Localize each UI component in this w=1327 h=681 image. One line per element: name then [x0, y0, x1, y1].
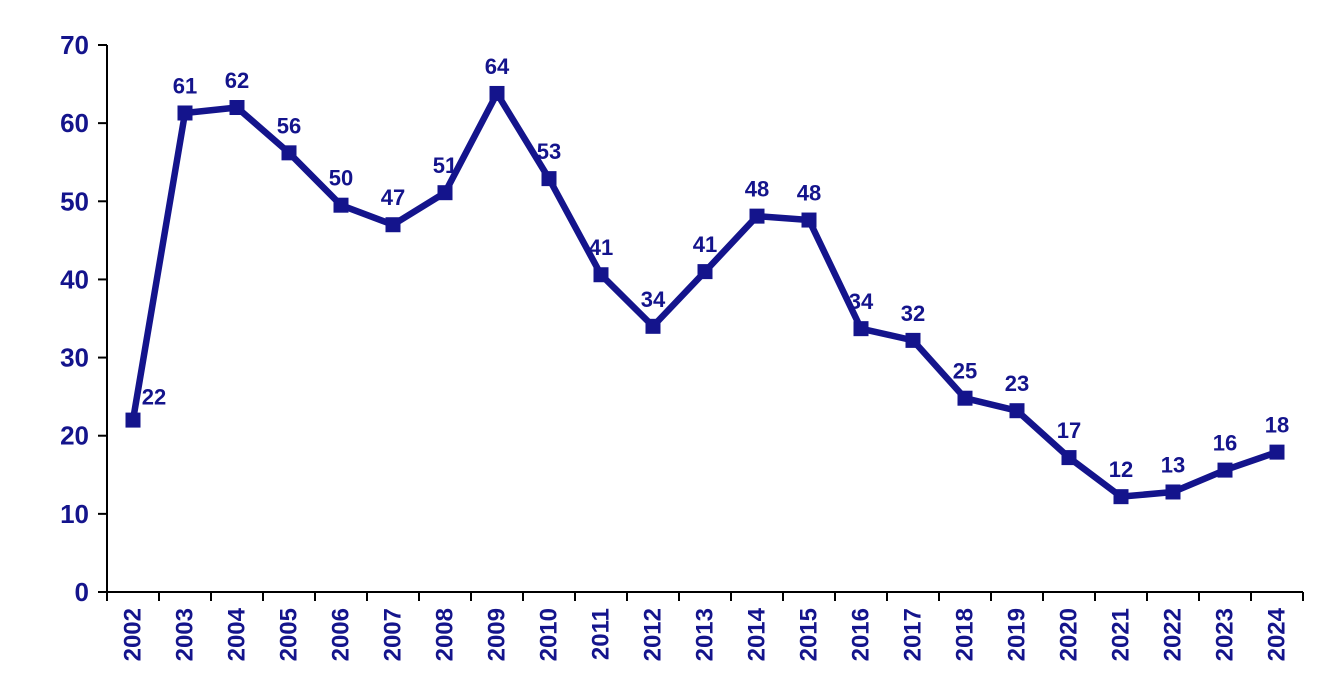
- x-tick-label: 2007: [380, 608, 407, 661]
- series-line: [129, 90, 1281, 500]
- x-tick-label: 2002: [120, 608, 147, 661]
- data-point-label: 17: [1057, 418, 1081, 443]
- x-tick-label: 2016: [848, 608, 875, 661]
- x-tick-label: 2020: [1056, 608, 1083, 661]
- x-tick-label: 2004: [224, 607, 251, 661]
- data-point-label: 41: [693, 232, 717, 257]
- x-tick-label: 2010: [536, 608, 563, 661]
- y-tick-label: 30: [60, 343, 89, 373]
- data-point-label: 34: [641, 287, 666, 312]
- data-point-marker: [1009, 403, 1025, 419]
- data-point-label: 22: [142, 385, 166, 410]
- y-tick-label: 70: [60, 30, 89, 60]
- data-point-marker: [333, 197, 349, 213]
- data-point-marker: [749, 208, 765, 224]
- data-point-label: 48: [797, 181, 821, 206]
- data-point-marker: [177, 105, 193, 121]
- y-tick-label: 40: [60, 264, 89, 294]
- x-tick-label: 2003: [172, 608, 199, 661]
- x-tick-label: 2013: [692, 608, 719, 661]
- y-tick-label: 20: [60, 421, 89, 451]
- data-point-label: 62: [225, 68, 249, 93]
- data-point-marker: [229, 100, 245, 116]
- data-point-label: 41: [589, 235, 613, 260]
- data-point-marker: [489, 85, 505, 101]
- data-point-label: 25: [953, 359, 977, 384]
- data-point-marker: [385, 217, 401, 233]
- data-point-marker: [1061, 450, 1077, 466]
- data-point-marker: [801, 212, 817, 228]
- data-point-label: 47: [381, 185, 405, 210]
- data-point-label: 61: [173, 73, 197, 98]
- x-tick-label: 2014: [744, 607, 771, 661]
- data-point-marker: [1269, 444, 1285, 460]
- x-tick-label: 2024: [1264, 607, 1291, 661]
- x-tick-label: 2017: [900, 608, 927, 661]
- data-point-marker: [905, 332, 921, 348]
- x-tick-label: 2018: [952, 608, 979, 661]
- y-tick-label: 10: [60, 499, 89, 529]
- data-point-marker: [957, 390, 973, 406]
- data-point-marker: [645, 318, 661, 334]
- data-point-marker: [125, 412, 141, 428]
- data-point-marker: [437, 185, 453, 201]
- data-point-label: 50: [329, 166, 353, 191]
- x-tick-label: 2023: [1212, 608, 1239, 661]
- x-tick-label: 2011: [588, 608, 615, 660]
- data-point-marker: [541, 171, 557, 187]
- x-tick-label: 2015: [796, 608, 823, 661]
- data-point-marker: [1165, 484, 1181, 500]
- y-tick-label: 60: [60, 108, 89, 138]
- y-tick-label: 50: [60, 186, 89, 216]
- data-point-label: 51: [433, 153, 457, 178]
- x-tick-label: 2006: [328, 608, 355, 661]
- y-tick-label: 0: [75, 577, 89, 607]
- data-point-label: 13: [1161, 452, 1185, 477]
- x-tick-label: 2012: [640, 608, 667, 661]
- data-point-label: 23: [1005, 371, 1029, 396]
- data-point-label: 18: [1265, 413, 1289, 438]
- data-point-marker: [1113, 489, 1129, 505]
- data-point-marker: [593, 267, 609, 283]
- data-point-label: 64: [485, 54, 510, 79]
- data-point-marker: [281, 145, 297, 161]
- x-tick-label: 2005: [276, 608, 303, 661]
- data-point-label: 48: [745, 177, 769, 202]
- data-point-label: 34: [849, 289, 874, 314]
- data-point-marker: [853, 321, 869, 337]
- data-point-label: 53: [537, 139, 561, 164]
- x-tick-label: 2008: [432, 608, 459, 661]
- data-point-label: 32: [901, 301, 925, 326]
- x-tick-label: 2022: [1160, 608, 1187, 661]
- data-point-marker: [1217, 462, 1233, 478]
- data-point-label: 16: [1213, 431, 1237, 456]
- x-tick-label: 2009: [484, 608, 511, 661]
- x-tick-label: 2021: [1108, 608, 1135, 661]
- data-point-marker: [697, 264, 713, 280]
- data-point-label: 56: [277, 113, 301, 138]
- data-point-label: 12: [1109, 457, 1133, 482]
- x-tick-label: 2019: [1004, 608, 1031, 661]
